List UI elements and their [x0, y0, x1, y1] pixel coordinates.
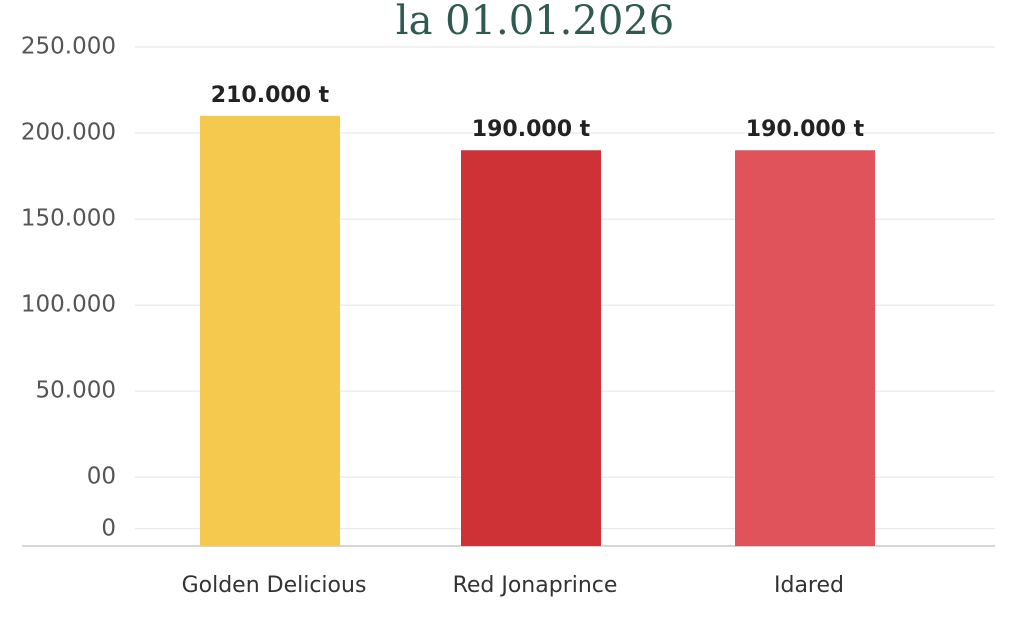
x-tick-label: Idared	[774, 573, 844, 598]
y-tick-label: 00	[87, 464, 116, 490]
x-tick-label: Red Jonaprince	[453, 573, 618, 598]
y-tick-label: 250.000	[21, 34, 116, 60]
bar	[735, 150, 875, 546]
value-label: 210.000 t	[211, 83, 330, 108]
x-tick-label: Golden Delicious	[182, 573, 367, 598]
y-tick-label: 150.000	[21, 206, 116, 232]
bar	[461, 150, 601, 546]
chart-title: la 01.01.2026	[396, 0, 674, 44]
y-tick-label: 200.000	[21, 120, 116, 146]
value-label: 190.000 t	[746, 117, 865, 142]
value-label: 190.000 t	[472, 117, 591, 142]
y-tick-label: 50.000	[36, 378, 116, 404]
bar	[200, 115, 340, 547]
y-tick-label: 100.000	[21, 292, 116, 318]
y-tick-label: 0	[101, 515, 116, 541]
